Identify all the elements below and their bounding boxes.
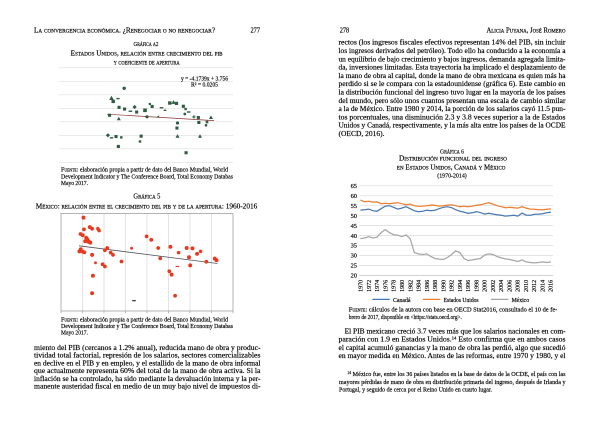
svg-text:paración con 1.9 en Estados Un: paración con 1.9 en Estados Unidos. 14 Es… (339, 335, 566, 344)
svg-text:2000: 2000 (483, 280, 489, 292)
svg-text:25: 25 (351, 263, 357, 270)
svg-text:2016: 2016 (549, 280, 555, 292)
svg-text:1992: 1992 (450, 280, 456, 292)
svg-text:1996: 1996 (466, 280, 472, 292)
svg-text:Fuente: elaboración propia a p: Fuente: elaboración propia a partir de d… (61, 167, 229, 174)
svg-text:México: México (512, 297, 529, 304)
svg-text:y coeficiente de apertura: y coeficiente de apertura (114, 59, 180, 67)
svg-text:La convergencia económica. ¿Re: La convergencia económica. ¿Renegociar o… (34, 27, 215, 34)
svg-text:la mano de obra al capital, do: la mano de obra al capital, donde la man… (339, 71, 567, 80)
svg-text:1980: 1980 (400, 280, 406, 292)
svg-text:Estados Unidos: Estados Unidos (444, 297, 480, 304)
svg-text:2010: 2010 (524, 280, 530, 292)
svg-text:del mundo, pero sólo unos cuan: del mundo, pero sólo unos cuantos presen… (339, 96, 567, 105)
svg-text:en mayor medida en México. Ant: en mayor medida en México. Antes de las … (339, 351, 566, 360)
svg-text:mayores pérdidas de mano de ob: mayores pérdidas de mano de obra en dist… (339, 379, 566, 386)
svg-text:El PIB mexicano creció 3.7 vec: El PIB mexicano creció 3.7 veces más que… (345, 326, 566, 335)
svg-text:Mayo 2017.: Mayo 2017. (61, 180, 88, 187)
svg-text:(OECD, 2016).: (OECD, 2016). (339, 129, 385, 138)
svg-text:278: 278 (340, 27, 350, 34)
svg-text:60: 60 (351, 193, 357, 200)
svg-text:1974: 1974 (375, 280, 381, 292)
svg-text:Mayo 2017.: Mayo 2017. (61, 330, 88, 337)
svg-text:manente austeridad fiscal en m: manente austeridad fiscal en medio de un… (34, 382, 261, 391)
svg-text:Fuente: cálculos de la autora: Fuente: cálculos de la autora con base e… (349, 307, 558, 314)
svg-text:20: 20 (351, 273, 357, 280)
svg-text:inflación se ha controlado, ha: inflación se ha controlado, ha sido medi… (34, 374, 261, 383)
svg-text:Distribución funcional del ing: Distribución funcional del ingreso (399, 156, 507, 163)
svg-text:un equilibrio de bajo crecimie: un equilibrio de bajo crecimiento y bajo… (339, 54, 566, 63)
svg-text:el capital acumuló ganancias y: el capital acumuló ganancias y la mano d… (339, 343, 566, 352)
svg-text:2008: 2008 (516, 280, 522, 292)
svg-text:55: 55 (351, 203, 357, 210)
svg-text:2014: 2014 (540, 280, 546, 292)
svg-text:(1970-2014): (1970-2014) (437, 173, 467, 180)
svg-text:2006: 2006 (507, 280, 513, 292)
svg-text:35: 35 (351, 243, 357, 250)
svg-text:Development Indicator y The Co: Development Indicator y The Conference B… (61, 173, 233, 180)
svg-text:da, inversiones limitadas. Est: da, inversiones limitadas. Esta trayecto… (339, 63, 567, 72)
svg-text:14 México fue, entre los 36 pa: 14 México fue, entre los 36 países lista… (347, 370, 566, 378)
svg-text:Canadá: Canadá (393, 297, 411, 304)
svg-text:1984: 1984 (417, 280, 423, 292)
svg-text:rectos (los ingresos fiscales: rectos (los ingresos fiscales efectivos … (339, 38, 566, 47)
svg-text:R² = 0.0205: R² = 0.0205 (191, 82, 218, 89)
svg-text:Alicia Puyana, José Romero: Alicia Puyana, José Romero (487, 27, 566, 34)
svg-text:miento del PIB (cercanos a 1.2: miento del PIB (cercanos a 1.2% anual), … (34, 343, 261, 352)
svg-text:1988: 1988 (433, 280, 439, 292)
svg-text:tos porcentuales, una disminuc: tos porcentuales, una disminución 2.3 y … (339, 112, 566, 121)
svg-text:México: relación entre el crec: México: relación entre el crecimiento de… (36, 203, 258, 211)
svg-text:40: 40 (351, 233, 357, 240)
svg-text:Unidos y Canadá, respectivamen: Unidos y Canadá, respectivamente, y la m… (339, 121, 566, 130)
svg-text:Portugal, y seguido de cerca p: Portugal, y seguido de cerca por el Rein… (339, 387, 492, 394)
svg-text:Gráfica 6: Gráfica 6 (440, 148, 465, 155)
svg-text:1986: 1986 (425, 280, 431, 292)
svg-text:2002: 2002 (491, 280, 497, 292)
svg-text:brero de 2017, disponible en <: brero de 2017, disponible en <https://st… (349, 314, 462, 321)
svg-text:50: 50 (351, 213, 357, 220)
svg-text:65: 65 (351, 183, 357, 190)
svg-text:Estados Unidos, relación entre: Estados Unidos, relación entre crecimien… (71, 50, 224, 58)
svg-text:en Estados Unidos, Canadá y Mé: en Estados Unidos, Canadá y México (397, 165, 506, 172)
svg-text:los ingresos derivados del pet: los ingresos derivados del petróleo). To… (339, 46, 567, 55)
svg-text:la distribución funcional del: la distribución funcional del ingreso tu… (339, 88, 566, 97)
svg-text:1972: 1972 (367, 280, 373, 292)
svg-text:2012: 2012 (532, 280, 538, 292)
svg-text:a la de México. Entre 1980 y 2: a la de México. Entre 1980 y 2014, la po… (339, 104, 566, 113)
svg-text:Gráfica a2: Gráfica a2 (134, 41, 159, 48)
svg-text:1978: 1978 (392, 280, 398, 292)
svg-text:que actualmente representa 60%: que actualmente representa 60% del total… (34, 366, 261, 375)
svg-text:tividad total factorial, repre: tividad total factorial, represión de lo… (34, 351, 261, 360)
svg-text:1982: 1982 (408, 280, 414, 292)
svg-text:30: 30 (351, 253, 357, 260)
svg-text:en declive en el PIB y en empl: en declive en el PIB y en empleo, y el e… (34, 358, 261, 367)
svg-text:y = -4.1739x + 3.756: y = -4.1739x + 3.756 (181, 76, 228, 82)
svg-text:1998: 1998 (474, 280, 480, 292)
svg-text:1970: 1970 (359, 280, 365, 292)
svg-text:1976: 1976 (384, 280, 390, 292)
svg-text:perdido si se le compara con l: perdido si se le compara con la estadoun… (339, 79, 566, 88)
svg-text:2004: 2004 (499, 280, 505, 292)
svg-text:45: 45 (351, 223, 357, 230)
svg-text:1990: 1990 (441, 280, 447, 292)
svg-text:1994: 1994 (458, 280, 464, 292)
svg-text:Gráfica 5: Gráfica 5 (133, 193, 161, 200)
svg-text:Development Indicator y The Co: Development Indicator y The Conference B… (61, 323, 233, 330)
svg-text:Fuente: elaboración propia a p: Fuente: elaboración propia a partir de d… (61, 316, 229, 323)
svg-text:277: 277 (251, 27, 261, 34)
